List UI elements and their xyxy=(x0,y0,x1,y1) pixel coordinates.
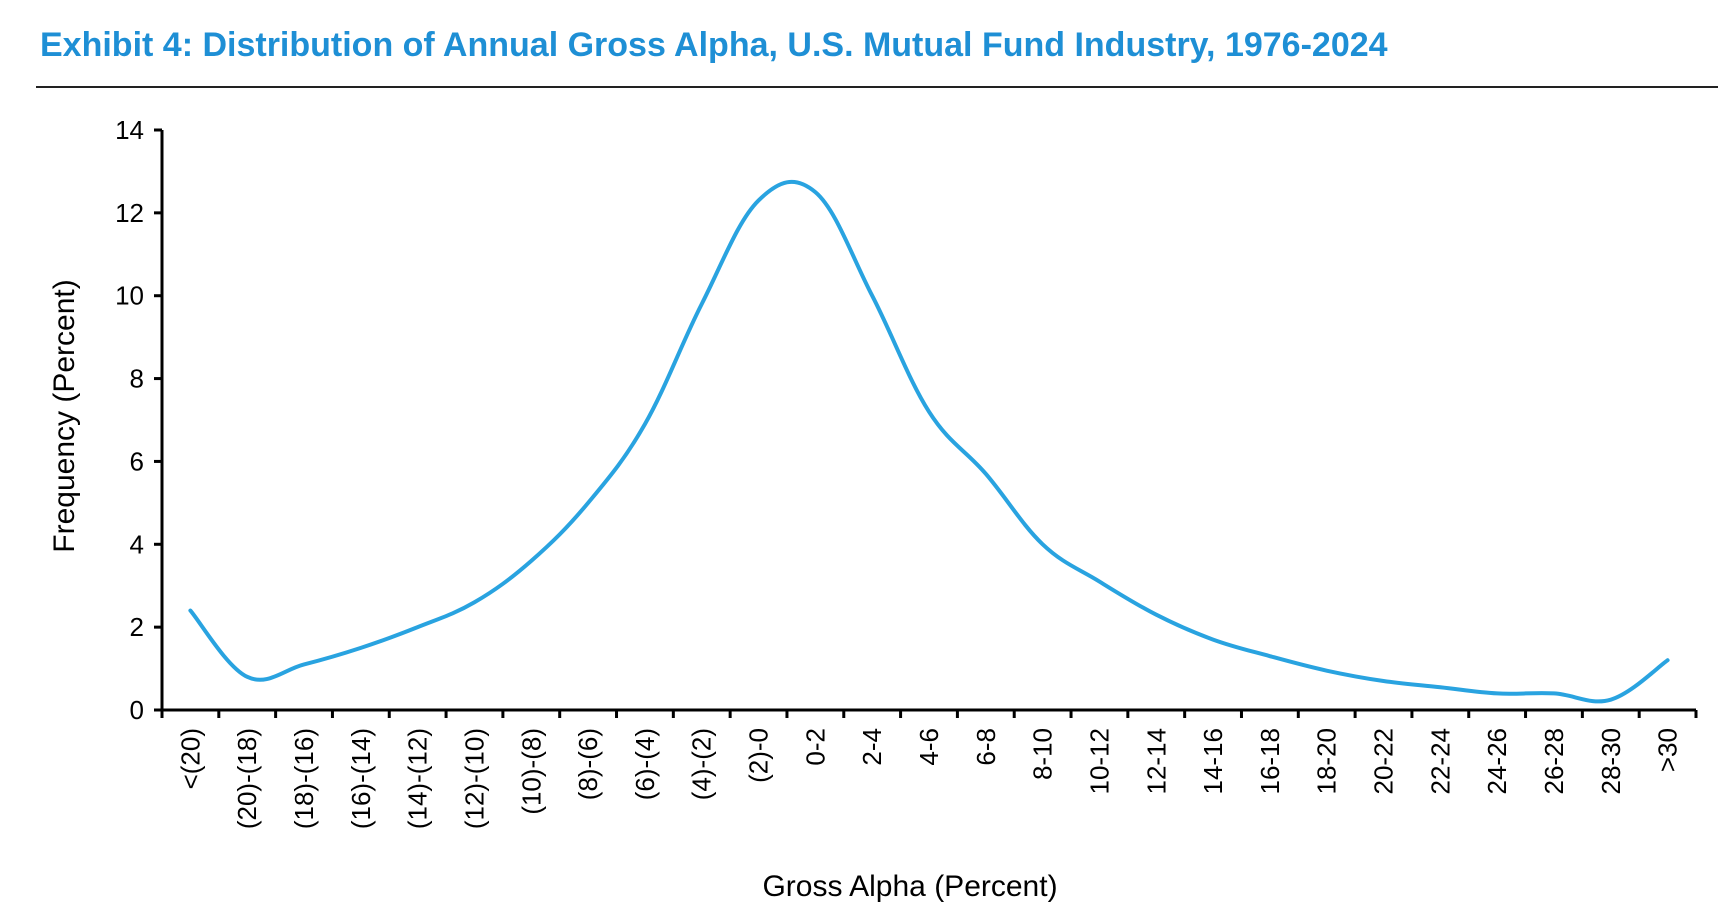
x-tick-label: 24-26 xyxy=(1482,728,1512,795)
x-tick-label: 18-20 xyxy=(1312,728,1342,795)
x-tick-label: (20)-(18) xyxy=(232,728,262,829)
y-tick-label: 12 xyxy=(115,198,144,228)
x-tick-label: 26-28 xyxy=(1539,728,1569,795)
y-axis-ticks: 0 2 4 6 8 10 12 14 xyxy=(115,115,162,725)
x-tick-label: (18)-(16) xyxy=(289,728,319,829)
x-tick-label: 6-8 xyxy=(971,728,1001,766)
x-tick-label: (6)-(4) xyxy=(630,728,660,800)
x-tick-label: (10)-(8) xyxy=(516,728,546,815)
x-tick-label: 2-4 xyxy=(857,728,887,766)
x-axis-title: Gross Alpha (Percent) xyxy=(762,870,1057,903)
axes xyxy=(160,130,1696,712)
x-tick-label: (2)-0 xyxy=(744,728,774,783)
x-tick-label: 10-12 xyxy=(1084,728,1114,795)
x-tick-label: 12-14 xyxy=(1141,728,1171,795)
x-tick-label: (4)-(2) xyxy=(687,728,717,800)
y-tick-label: 14 xyxy=(115,115,144,145)
series-line-frequency xyxy=(188,179,1670,704)
x-tick-label: <(20) xyxy=(175,728,205,789)
x-tick-label: 0-2 xyxy=(800,728,830,766)
x-tick-label: 8-10 xyxy=(1028,728,1058,780)
y-tick-label: 6 xyxy=(130,446,144,476)
y-tick-label: 0 xyxy=(130,695,144,725)
y-tick-label: 10 xyxy=(115,281,144,311)
x-tick-label: 16-18 xyxy=(1255,728,1285,795)
x-tick-label: 4-6 xyxy=(914,728,944,766)
x-axis-ticks: <(20) (20)-(18) (18)-(16) (16)-(14) (14)-(12… xyxy=(160,710,1698,829)
x-tick-label: 20-22 xyxy=(1369,728,1399,795)
y-tick-label: 8 xyxy=(130,364,144,394)
x-tick-label: 28-30 xyxy=(1596,728,1626,795)
y-axis-title: Frequency (Percent) xyxy=(48,279,81,552)
series-points xyxy=(190,192,1667,700)
y-tick-label: 4 xyxy=(130,529,144,559)
x-tick-label: >30 xyxy=(1653,728,1683,772)
x-tick-label: 22-24 xyxy=(1425,728,1455,795)
x-tick-label: (14)-(12) xyxy=(403,728,433,829)
title-divider xyxy=(36,86,1718,88)
y-tick-label: 2 xyxy=(130,612,144,642)
x-tick-label: (12)-(10) xyxy=(459,728,489,829)
chart-title: Exhibit 4: Distribution of Annual Gross … xyxy=(40,26,1388,64)
x-tick-label: 14-16 xyxy=(1198,728,1228,795)
x-tick-label: (8)-(6) xyxy=(573,728,603,800)
x-tick-label: (16)-(14) xyxy=(346,728,376,829)
